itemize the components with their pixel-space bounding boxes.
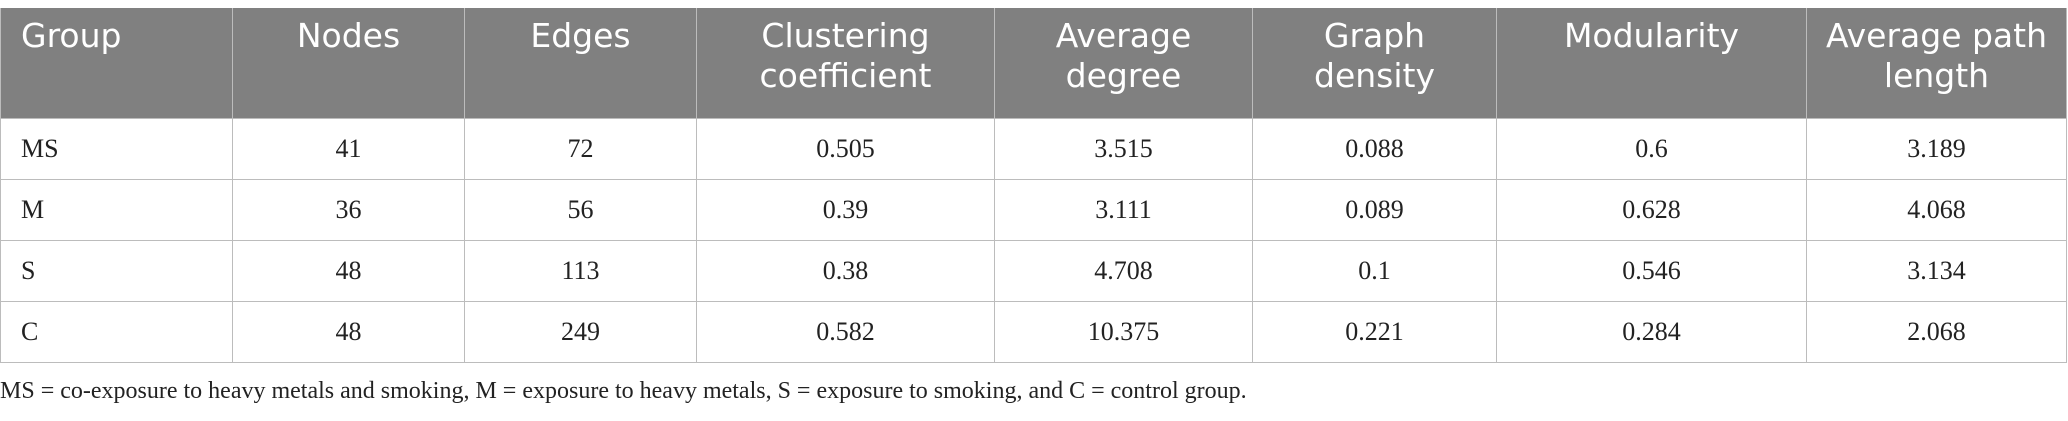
- cell-edges: 72: [464, 117, 697, 180]
- header-group: Group: [0, 8, 233, 118]
- table-row: S 48 113 0.38 4.708 0.1 0.546 3.134: [0, 239, 2067, 302]
- cell-clustering-coefficient: 0.505: [696, 117, 995, 180]
- table-row: C 48 249 0.582 10.375 0.221 0.284 2.068: [0, 300, 2067, 363]
- cell-average-path-length: 3.134: [1806, 239, 2067, 302]
- cell-group: MS: [0, 117, 233, 180]
- cell-edges: 113: [464, 239, 697, 302]
- cell-modularity: 0.284: [1496, 300, 1807, 363]
- cell-nodes: 36: [232, 178, 465, 241]
- cell-clustering-coefficient: 0.582: [696, 300, 995, 363]
- header-average-path-length: Average path length: [1806, 8, 2067, 118]
- cell-nodes: 48: [232, 239, 465, 302]
- table-row: MS 41 72 0.505 3.515 0.088 0.6 3.189: [0, 117, 2067, 180]
- cell-nodes: 48: [232, 300, 465, 363]
- cell-average-degree: 3.111: [994, 178, 1253, 241]
- header-graph-density: Graph density: [1252, 8, 1497, 118]
- cell-average-degree: 3.515: [994, 117, 1253, 180]
- table-row: M 36 56 0.39 3.111 0.089 0.628 4.068: [0, 178, 2067, 241]
- cell-graph-density: 0.088: [1252, 117, 1497, 180]
- network-metrics-table: Group Nodes Edges Clustering coefficient…: [0, 8, 2067, 363]
- header-clustering-coefficient: Clustering coefficient: [696, 8, 995, 118]
- cell-average-path-length: 3.189: [1806, 117, 2067, 180]
- header-modularity: Modularity: [1496, 8, 1807, 118]
- cell-average-path-length: 2.068: [1806, 300, 2067, 363]
- cell-nodes: 41: [232, 117, 465, 180]
- cell-graph-density: 0.089: [1252, 178, 1497, 241]
- cell-clustering-coefficient: 0.38: [696, 239, 995, 302]
- cell-graph-density: 0.1: [1252, 239, 1497, 302]
- cell-edges: 56: [464, 178, 697, 241]
- cell-group: S: [0, 239, 233, 302]
- cell-graph-density: 0.221: [1252, 300, 1497, 363]
- cell-edges: 249: [464, 300, 697, 363]
- header-nodes: Nodes: [232, 8, 465, 118]
- cell-average-degree: 4.708: [994, 239, 1253, 302]
- cell-modularity: 0.6: [1496, 117, 1807, 180]
- cell-average-path-length: 4.068: [1806, 178, 2067, 241]
- header-average-degree: Average degree: [994, 8, 1253, 118]
- header-edges: Edges: [464, 8, 697, 118]
- cell-clustering-coefficient: 0.39: [696, 178, 995, 241]
- cell-group: M: [0, 178, 233, 241]
- header-row: Group Nodes Edges Clustering coefficient…: [0, 8, 2067, 118]
- table-body: MS 41 72 0.505 3.515 0.088 0.6 3.189 M 3…: [0, 117, 2067, 363]
- table-header: Group Nodes Edges Clustering coefficient…: [0, 8, 2067, 118]
- cell-modularity: 0.546: [1496, 239, 1807, 302]
- network-metrics-table-container: Group Nodes Edges Clustering coefficient…: [0, 8, 2067, 363]
- cell-group: C: [0, 300, 233, 363]
- cell-average-degree: 10.375: [994, 300, 1253, 363]
- cell-modularity: 0.628: [1496, 178, 1807, 241]
- table-footnote: MS = co-exposure to heavy metals and smo…: [0, 378, 1247, 404]
